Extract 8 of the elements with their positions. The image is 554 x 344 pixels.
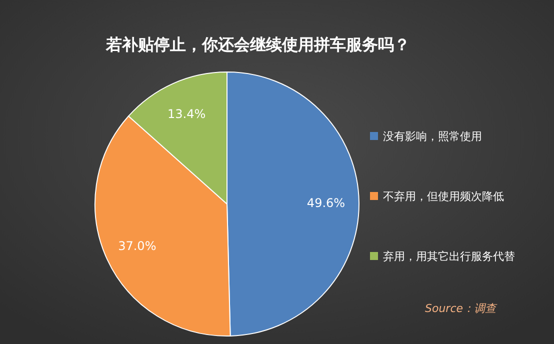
data-label: 37.0% xyxy=(118,238,156,253)
data-label: 13.4% xyxy=(167,106,206,121)
data-label: 49.6% xyxy=(306,196,346,210)
source-note: Source：调查 xyxy=(425,302,498,315)
slice-label: 没有影响，照常使用 xyxy=(383,130,482,143)
chart-title: 若补贴停止，你还会继续使用拼车服务吗？ xyxy=(105,35,410,54)
legend-label: 不弃用，但使用频次降低 xyxy=(383,190,504,203)
legend-label: 弃用，用其它出行服务代替 xyxy=(383,250,515,263)
